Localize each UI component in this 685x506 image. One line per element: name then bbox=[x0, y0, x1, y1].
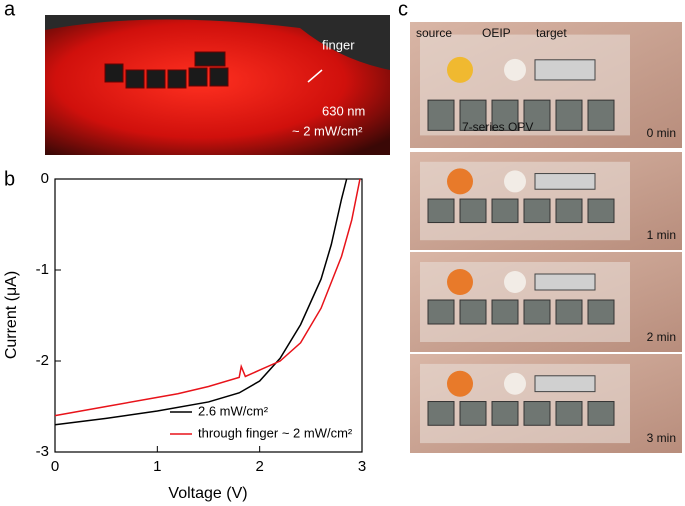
opv-cell bbox=[555, 401, 583, 426]
y-tick-label: -1 bbox=[36, 261, 49, 278]
photo-c: 0 min 1 min 2 min 3 min bbox=[410, 22, 682, 453]
opv-cell bbox=[427, 198, 455, 224]
y-tick-label: -2 bbox=[36, 352, 49, 369]
target-drop bbox=[504, 170, 526, 193]
label: 630 nm bbox=[322, 103, 365, 118]
time-label: 2 min bbox=[647, 330, 676, 344]
label: target bbox=[536, 26, 567, 40]
legend-label: 2.6 mW/cm² bbox=[198, 403, 269, 418]
series-line bbox=[54, 178, 348, 426]
panel-letter: b bbox=[4, 168, 15, 190]
opv-cell bbox=[459, 99, 487, 131]
x-tick-label: 3 bbox=[358, 458, 366, 475]
source-drop bbox=[447, 168, 473, 195]
opv-cell bbox=[491, 198, 519, 224]
x-axis-label: Voltage (V) bbox=[168, 485, 247, 502]
y-axis-label: Current (μA) bbox=[3, 271, 20, 359]
opv-cell bbox=[427, 299, 455, 325]
photo-labels: source OEIP target 7-series OPV bbox=[416, 26, 567, 134]
opv-cell bbox=[459, 401, 487, 426]
photo-a: finger 630 nm ~ 2 mW/cm² bbox=[45, 15, 390, 156]
x-tick-label: 0 bbox=[51, 458, 59, 475]
opv-cell bbox=[523, 99, 551, 131]
legend-label: through finger ~ 2 mW/cm² bbox=[198, 425, 353, 440]
opv-cell bbox=[491, 299, 519, 325]
panel-letter: a bbox=[4, 0, 16, 20]
channel bbox=[534, 59, 596, 81]
label: OEIP bbox=[482, 26, 511, 40]
opv-cell bbox=[427, 401, 455, 426]
chart: Voltage (V) Current (μA) bbox=[3, 178, 363, 502]
time-label: 0 min bbox=[647, 126, 676, 140]
opv-cell bbox=[459, 198, 487, 224]
source-drop bbox=[447, 269, 473, 295]
opv-cell bbox=[587, 198, 615, 224]
opv-cell bbox=[587, 401, 615, 426]
label: source bbox=[416, 26, 452, 40]
label: ~ 2 mW/cm² bbox=[292, 123, 363, 138]
target-drop bbox=[504, 372, 526, 395]
y-tick-label: 0 bbox=[41, 170, 49, 187]
panel-letter: c bbox=[398, 0, 408, 20]
opv-cell bbox=[555, 99, 583, 131]
opv-cell bbox=[587, 99, 615, 131]
source-drop bbox=[447, 56, 473, 83]
opv-cell bbox=[555, 198, 583, 224]
label: finger bbox=[322, 37, 355, 52]
channel bbox=[534, 273, 596, 291]
series-line bbox=[54, 178, 361, 417]
opv-cell bbox=[587, 299, 615, 325]
time-label: 1 min bbox=[647, 228, 676, 242]
x-tick-label: 2 bbox=[255, 458, 263, 475]
channel bbox=[534, 375, 596, 393]
channel bbox=[534, 173, 596, 190]
time-label: 3 min bbox=[647, 431, 676, 445]
target-drop bbox=[504, 58, 526, 81]
source-drop bbox=[447, 370, 473, 397]
opv-cell bbox=[523, 401, 551, 426]
opv-cell bbox=[523, 198, 551, 224]
y-tick-label: -3 bbox=[36, 443, 49, 460]
target-drop bbox=[504, 271, 526, 293]
opv-cell bbox=[491, 99, 519, 131]
label: 7-series OPV bbox=[462, 120, 533, 134]
opv-cell bbox=[523, 299, 551, 325]
x-tick-label: 1 bbox=[153, 458, 161, 475]
opv-cell bbox=[427, 99, 455, 131]
opv-cell bbox=[555, 299, 583, 325]
opv-cell bbox=[491, 401, 519, 426]
opv-cell bbox=[459, 299, 487, 325]
